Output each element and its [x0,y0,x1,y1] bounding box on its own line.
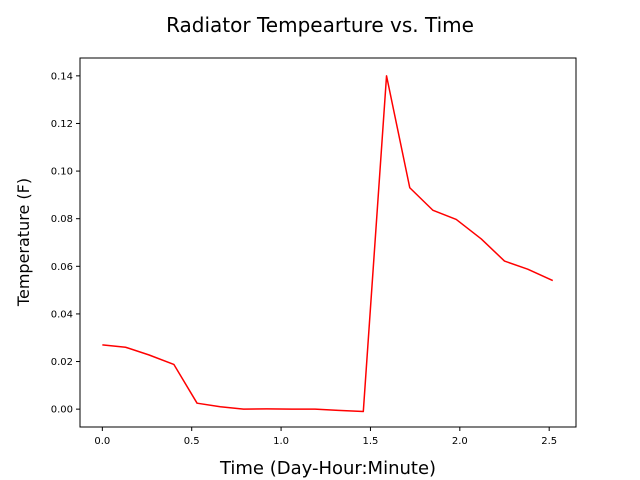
y-tick-label: 0.08 [51,214,73,225]
x-tick-label: 2.0 [452,436,468,447]
chart-title: Radiator Tempearture vs. Time [166,13,474,37]
y-tick-label: 0.14 [51,71,73,82]
y-tick-label: 0.06 [51,262,73,273]
y-tick-label: 0.04 [51,309,73,320]
plot-frame [79,57,577,428]
y-tick-label: 0.00 [51,405,73,416]
x-tick-label: 2.5 [541,436,557,447]
y-tick-label: 0.10 [51,167,73,178]
x-tick-label: 1.0 [273,436,289,447]
y-axis-label: Temperature (F) [14,178,33,307]
plot-area: 0.0 0.5 1.0 1.5 2.0 2.5 0.00 0.02 0.04 0.06 0.08 0.… [51,57,577,447]
x-tick-label: 1.5 [362,436,378,447]
x-tick-label: 0.5 [184,436,200,447]
y-tick-label: 0.02 [51,357,73,368]
x-axis-label: Time (Day-Hour:Minute) [219,458,436,479]
series-line-0 [102,75,554,413]
x-tick-label: 0.0 [94,436,110,447]
y-tick-label: 0.12 [51,119,73,130]
